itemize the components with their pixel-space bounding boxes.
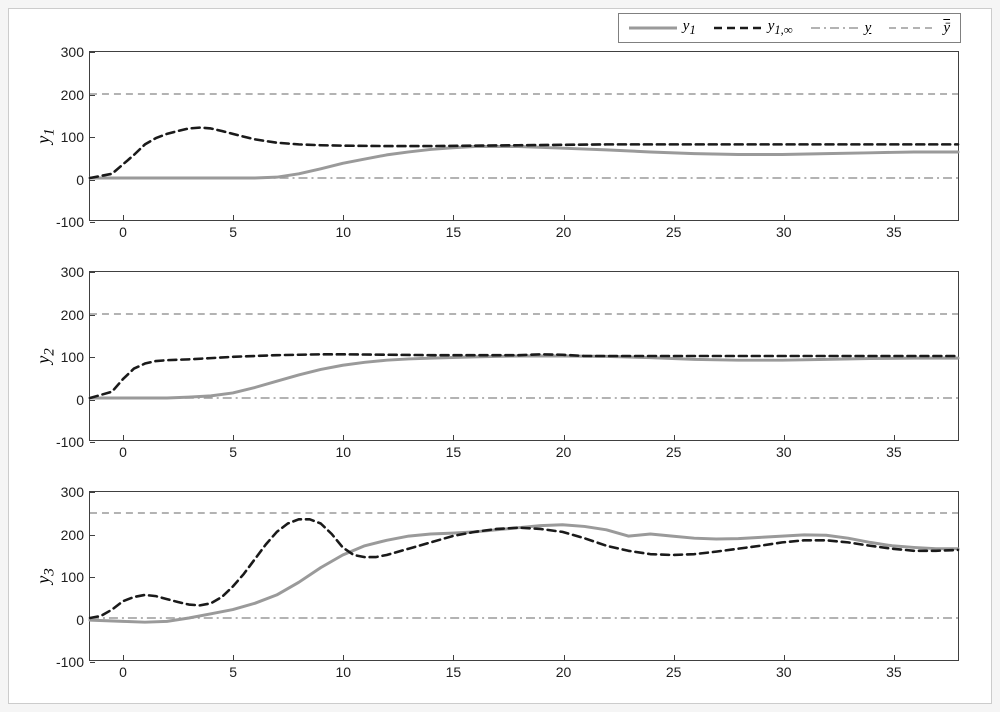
series-svg: [90, 52, 958, 220]
legend-label: y: [865, 20, 872, 37]
ytick-label: -100: [56, 434, 84, 450]
legend-label: y1,∞: [768, 18, 793, 38]
ytick-label: -100: [56, 654, 84, 670]
xtick-label: 25: [666, 444, 682, 460]
legend-label: ȳ: [943, 20, 950, 37]
panel3: y3-100010020030005101520253035: [89, 491, 959, 661]
xtick-label: 15: [446, 224, 462, 240]
xtick-label: 15: [446, 444, 462, 460]
xtick-label: 25: [666, 224, 682, 240]
ytick-label: 200: [61, 307, 84, 323]
xtick-label: 5: [229, 664, 237, 680]
xtick-label: 0: [119, 664, 127, 680]
ytick-label: 300: [61, 484, 84, 500]
xtick-label: 35: [886, 224, 902, 240]
ytick-label: 300: [61, 44, 84, 60]
ytick-label: 300: [61, 264, 84, 280]
legend-item: y1,∞: [714, 18, 793, 38]
panel1: y1-100010020030005101520253035: [89, 51, 959, 221]
xtick-label: 5: [229, 224, 237, 240]
xtick-label: 35: [886, 664, 902, 680]
ytick-label: 200: [61, 527, 84, 543]
xtick-label: 25: [666, 664, 682, 680]
legend-item: ȳ: [889, 20, 950, 37]
xtick-label: 15: [446, 664, 462, 680]
y-axis-label: y2: [33, 348, 59, 364]
ytick-label: -100: [56, 214, 84, 230]
xtick-label: 30: [776, 224, 792, 240]
plot-area: y1-100010020030005101520253035: [89, 51, 959, 221]
legend-item: y: [811, 20, 872, 37]
xtick-label: 10: [335, 444, 351, 460]
series-svg: [90, 272, 958, 440]
ytick-label: 100: [61, 129, 84, 145]
ytick-label: 100: [61, 569, 84, 585]
xtick-label: 10: [335, 664, 351, 680]
xtick-label: 5: [229, 444, 237, 460]
xtick-label: 0: [119, 444, 127, 460]
ytick-label: 100: [61, 349, 84, 365]
legend: y1 y1,∞ y ȳ: [618, 13, 961, 43]
plot-area: y3-100010020030005101520253035: [89, 491, 959, 661]
ytick-label: 200: [61, 87, 84, 103]
plot-area: y2-100010020030005101520253035: [89, 271, 959, 441]
series-svg: [90, 492, 958, 660]
xtick-label: 10: [335, 224, 351, 240]
xtick-label: 20: [556, 664, 572, 680]
chart-container: y1y1,∞yȳ y1-100010020030005101520253035y…: [8, 8, 992, 704]
y-axis-label: y1: [33, 128, 59, 144]
y-axis-label: y3: [33, 568, 59, 584]
legend-label: y1: [683, 18, 696, 38]
xtick-label: 0: [119, 224, 127, 240]
legend-item: y1: [629, 18, 696, 38]
xtick-label: 30: [776, 664, 792, 680]
ytick-label: 0: [76, 612, 84, 628]
xtick-label: 20: [556, 224, 572, 240]
ytick-label: 0: [76, 392, 84, 408]
xtick-label: 30: [776, 444, 792, 460]
xtick-label: 20: [556, 444, 572, 460]
xtick-label: 35: [886, 444, 902, 460]
panel2: y2-100010020030005101520253035: [89, 271, 959, 441]
ytick-label: 0: [76, 172, 84, 188]
